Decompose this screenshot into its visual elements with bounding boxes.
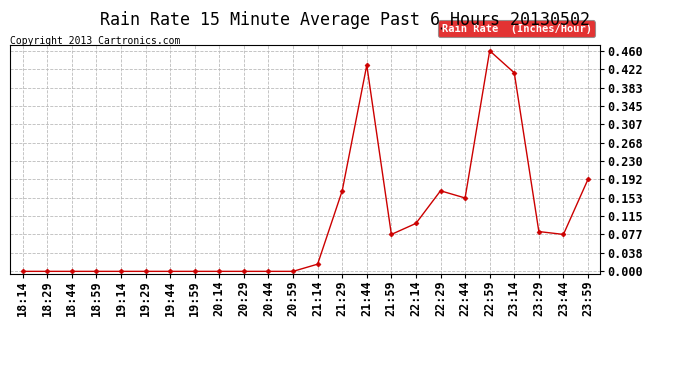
Text: Rain Rate 15 Minute Average Past 6 Hours 20130502: Rain Rate 15 Minute Average Past 6 Hours… — [100, 11, 590, 29]
Legend: Rain Rate  (Inches/Hour): Rain Rate (Inches/Hour) — [437, 21, 595, 37]
Text: Copyright 2013 Cartronics.com: Copyright 2013 Cartronics.com — [10, 36, 181, 46]
